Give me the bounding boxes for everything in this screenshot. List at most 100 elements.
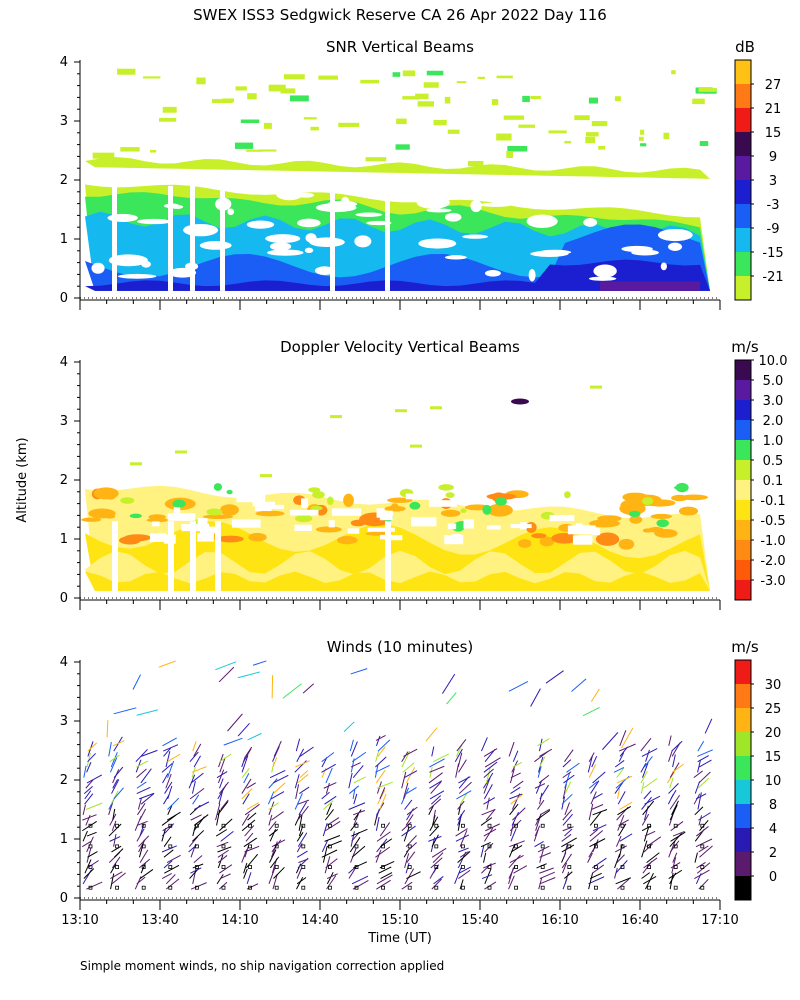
y-tick-label: 4 xyxy=(60,655,68,670)
wind-calm-marker xyxy=(620,885,625,890)
wind-calm-marker xyxy=(514,844,518,849)
wind-barb xyxy=(456,790,472,800)
wind-barb xyxy=(191,766,207,773)
wind-barb xyxy=(429,766,433,778)
colorbar-swatch xyxy=(735,756,751,780)
colorbar-swatch xyxy=(735,708,751,732)
colorbar-label: 1.0 xyxy=(763,434,784,449)
wind-barb xyxy=(642,778,658,789)
wind-barb xyxy=(485,767,491,784)
wind-barb xyxy=(108,823,122,837)
wind-calm-marker xyxy=(248,865,253,869)
velocity-patch xyxy=(130,462,142,466)
wind-barb xyxy=(693,770,703,779)
velocity-patch xyxy=(295,514,313,523)
colorbar-label: 4 xyxy=(769,822,777,837)
wind-barb xyxy=(83,765,87,778)
wind-barb xyxy=(326,873,338,879)
wind-barb xyxy=(376,874,393,885)
wind-calm-marker xyxy=(487,865,492,869)
wind-barb xyxy=(614,781,624,794)
velocity-patch xyxy=(384,505,406,512)
wind-barb xyxy=(296,867,302,879)
data-gap xyxy=(526,214,558,228)
wind-barb xyxy=(325,782,330,794)
wind-barb xyxy=(321,763,336,773)
data-gap xyxy=(568,501,590,506)
wind-barb xyxy=(509,840,525,848)
y-tick-label: 1 xyxy=(60,532,68,547)
wind-barb xyxy=(267,791,275,805)
wind-calm-marker xyxy=(487,823,492,828)
echo-patch xyxy=(240,119,260,124)
wind-barb xyxy=(432,852,444,863)
wind-calm-marker xyxy=(673,865,678,869)
wind-calm-marker xyxy=(274,844,279,849)
data-gap xyxy=(151,521,160,527)
wind-barb xyxy=(616,767,625,778)
data-gap xyxy=(451,534,462,542)
wind-barb xyxy=(217,855,228,863)
wind-barb xyxy=(193,814,209,826)
wind-barb xyxy=(704,718,713,734)
wind-barb xyxy=(220,873,231,879)
wind-barb xyxy=(429,758,445,768)
wind-calm-marker xyxy=(274,823,279,828)
wind-barb xyxy=(85,802,103,810)
colorbar-label: 8 xyxy=(769,798,777,813)
wind-barb xyxy=(457,800,465,810)
wind-calm-marker xyxy=(168,885,173,890)
y-tick-label: 4 xyxy=(60,55,68,70)
plot-area xyxy=(81,660,713,890)
colorbar-label: -3.0 xyxy=(760,574,785,589)
wind-barb xyxy=(273,740,282,757)
wind-barb xyxy=(85,779,94,789)
wind-barb xyxy=(326,840,342,848)
wind-barb xyxy=(132,674,142,690)
echo-patch xyxy=(392,72,401,77)
wind-barb xyxy=(697,740,705,752)
wind-calm-marker xyxy=(354,865,359,869)
wind-barb xyxy=(324,795,337,805)
wind-barb xyxy=(641,872,650,879)
wind-barb xyxy=(348,802,366,810)
wind-barb xyxy=(215,661,237,671)
wind-barb xyxy=(192,863,204,869)
wind-barb xyxy=(215,803,221,821)
wind-barb xyxy=(188,836,199,847)
colorbar-unit: m/s xyxy=(731,638,759,656)
wind-barb xyxy=(139,823,145,837)
wind-calm-marker xyxy=(248,844,253,849)
wind-barb xyxy=(110,873,115,890)
velocity-patch xyxy=(129,513,142,519)
wind-barb xyxy=(297,773,309,784)
wind-barb xyxy=(84,793,94,805)
wind-barb xyxy=(241,813,250,826)
wind-barb xyxy=(534,840,544,848)
wind-barb xyxy=(668,840,676,858)
wind-barb xyxy=(139,849,149,863)
colorbar-swatch xyxy=(735,228,751,252)
velocity-patch xyxy=(81,517,102,522)
x-axis-label: Time (UT) xyxy=(367,931,432,946)
wind-barb xyxy=(113,833,117,847)
colorbar-swatch xyxy=(735,84,751,108)
wind-calm-marker xyxy=(487,885,492,890)
echo-patch xyxy=(365,157,387,162)
wind-calm-marker xyxy=(248,885,253,890)
wind-barb xyxy=(428,835,442,842)
wind-barb xyxy=(401,771,407,789)
wind-barb xyxy=(672,852,678,863)
wind-barb xyxy=(380,838,393,848)
wind-barb xyxy=(564,781,572,794)
data-gap xyxy=(379,510,393,521)
wind-barb xyxy=(571,678,587,692)
wind-calm-marker xyxy=(460,844,465,849)
wind-barb xyxy=(617,791,626,805)
echo-patch xyxy=(310,126,319,131)
velocity-patch xyxy=(589,519,620,528)
wind-barb xyxy=(138,858,151,869)
velocity-patch xyxy=(202,514,234,520)
colorbar-swatch xyxy=(735,480,751,500)
wind-barb xyxy=(378,866,392,874)
